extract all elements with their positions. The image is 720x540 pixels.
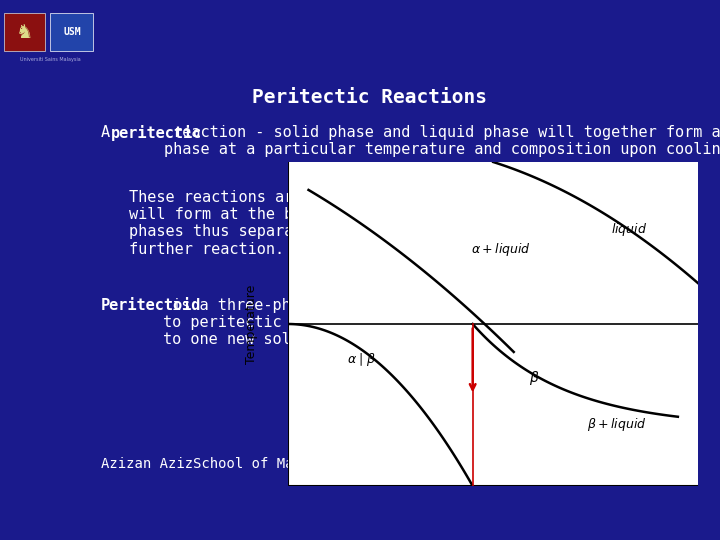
Text: School of Materials and Mineral Resources Engineering: School of Materials and Mineral Resource… bbox=[193, 457, 637, 471]
Text: peritectic: peritectic bbox=[111, 125, 202, 141]
Text: is a three-phase reaction similar
to peritectic but occurs from two solid phases: is a three-phase reaction similar to per… bbox=[163, 298, 582, 347]
Text: Peritectic Reactions: Peritectic Reactions bbox=[251, 87, 487, 107]
Text: These reactions are rather slow as the product phase
will form at the boundary b: These reactions are rather slow as the p… bbox=[129, 190, 603, 256]
Text: A: A bbox=[101, 125, 120, 140]
Text: Azizan Aziz: Azizan Aziz bbox=[101, 457, 193, 471]
Text: Universiti Sains Malaysia: Universiti Sains Malaysia bbox=[20, 57, 81, 62]
Text: ♞: ♞ bbox=[15, 23, 33, 42]
Text: $\alpha + liquid$: $\alpha + liquid$ bbox=[472, 241, 531, 258]
Text: USM: USM bbox=[63, 28, 81, 37]
Text: $\alpha \mid \beta$: $\alpha \mid \beta$ bbox=[347, 351, 377, 368]
Text: $\beta + liquid$: $\beta + liquid$ bbox=[587, 416, 646, 433]
Text: reaction - solid phase and liquid phase will together form a second solid
phase : reaction - solid phase and liquid phase … bbox=[164, 125, 720, 158]
Bar bbox=[50, 14, 94, 51]
Text: $\beta$: $\beta$ bbox=[529, 369, 539, 387]
Text: Peritectoid: Peritectoid bbox=[101, 298, 202, 313]
Text: Temperature: Temperature bbox=[245, 285, 258, 363]
Text: $liquid$: $liquid$ bbox=[611, 221, 647, 238]
Bar bbox=[4, 14, 45, 51]
